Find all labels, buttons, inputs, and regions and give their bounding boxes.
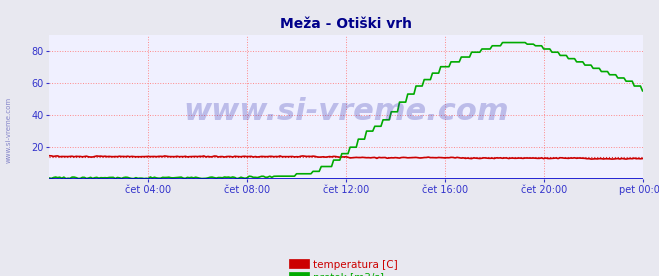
Title: Meža - Otiški vrh: Meža - Otiški vrh: [280, 17, 412, 31]
Text: www.si-vreme.com: www.si-vreme.com: [183, 97, 509, 126]
Text: www.si-vreme.com: www.si-vreme.com: [5, 97, 12, 163]
Legend: temperatura [C], pretok [m3/s]: temperatura [C], pretok [m3/s]: [294, 260, 398, 276]
